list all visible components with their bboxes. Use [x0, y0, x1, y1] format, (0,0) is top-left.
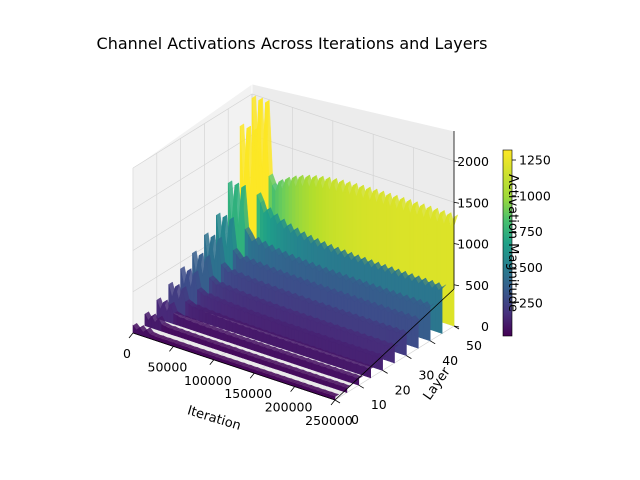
z-tick-label: 2000	[457, 154, 489, 169]
colorbar-tick-label: 750	[519, 224, 543, 239]
x-tick-label: 0	[123, 346, 131, 361]
surface-ridge-layer-20	[180, 266, 388, 371]
y-tick-label: 20	[395, 382, 411, 397]
y-tick-label: 40	[442, 353, 458, 368]
colorbar-tick-label: 500	[519, 260, 543, 275]
colorbar: Activation Magnitude 250 500 750 1000 1250	[502, 149, 551, 337]
y-axis-ticks: 0 10 20 30 40 50	[334, 325, 482, 427]
y-tick-label: 10	[371, 397, 387, 412]
y-tick-label: 50	[466, 338, 482, 353]
x-tick-label: 100000	[184, 373, 232, 388]
x-tick-label: 250000	[305, 413, 353, 428]
x-tick-label: 200000	[265, 400, 313, 415]
z-tick-label: 1500	[457, 195, 489, 210]
chart-title: Channel Activations Across Iterations an…	[97, 34, 488, 53]
z-tick-label: 500	[465, 278, 489, 293]
x-tick-label: 50000	[148, 359, 188, 374]
colorbar-ticks: 250 500 750 1000 1250	[512, 153, 551, 311]
surface-ridge-layer-5	[144, 311, 352, 394]
colorbar-label: Activation Magnitude	[505, 174, 520, 312]
colorbar-gradient	[502, 149, 513, 337]
colorbar-tick-label: 1250	[519, 153, 551, 168]
z-tick-label: 1000	[457, 237, 489, 252]
surface-ridge-layer-10	[156, 297, 364, 386]
surface	[132, 95, 459, 401]
axis-lines	[132, 131, 455, 401]
z-tick-label: 0	[481, 319, 489, 334]
x-tick-label: 150000	[224, 386, 272, 401]
colorbar-tick-label: 250	[519, 296, 543, 311]
y-tick-label: 30	[418, 368, 434, 383]
y-tick-label: 0	[351, 412, 359, 427]
z-axis-ticks: 0 500 1000 1500 2000	[453, 154, 489, 334]
x-axis-label: Iteration	[185, 403, 242, 433]
colorbar-tick-label: 1000	[519, 188, 551, 203]
